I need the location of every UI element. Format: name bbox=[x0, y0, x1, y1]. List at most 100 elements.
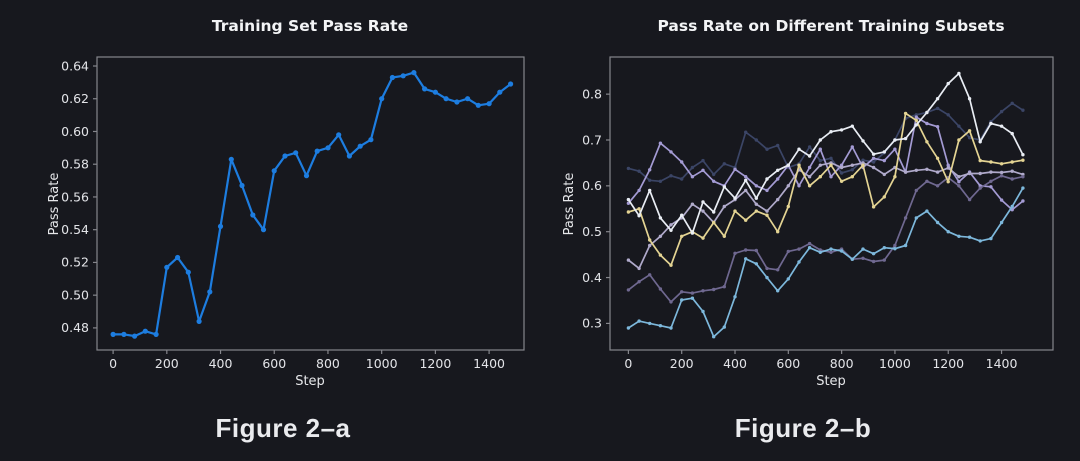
data-point-marker bbox=[669, 174, 673, 178]
y-tick-label: 0.6 bbox=[582, 178, 602, 193]
data-point-marker bbox=[1021, 175, 1025, 179]
data-point-marker bbox=[701, 236, 705, 240]
data-point-marker bbox=[935, 170, 940, 174]
data-point-marker bbox=[829, 247, 833, 251]
series-line bbox=[627, 72, 1024, 234]
data-point-marker bbox=[722, 325, 726, 329]
data-point-marker bbox=[797, 147, 801, 151]
data-point-marker bbox=[722, 162, 726, 166]
y-tick-label: 0.56 bbox=[61, 189, 89, 204]
data-point-marker bbox=[658, 141, 663, 145]
data-point-marker bbox=[379, 96, 385, 102]
figure-2b-caption: Figure 2–b bbox=[735, 413, 871, 443]
data-point-marker bbox=[626, 166, 631, 171]
data-point-marker bbox=[303, 173, 310, 179]
data-point-marker bbox=[626, 326, 631, 330]
data-point-marker bbox=[818, 175, 822, 179]
data-point-marker bbox=[999, 198, 1004, 202]
data-point-marker bbox=[648, 168, 652, 172]
data-point-marker bbox=[776, 197, 780, 202]
x-tick-label: 200 bbox=[670, 356, 694, 371]
data-point-marker bbox=[228, 156, 234, 162]
figure-2a-caption: Figure 2–a bbox=[215, 413, 350, 443]
data-point-marker bbox=[935, 156, 940, 160]
data-point-marker bbox=[935, 220, 940, 225]
data-point-marker bbox=[957, 184, 961, 188]
y-tick-label: 0.7 bbox=[582, 132, 602, 147]
data-point-marker bbox=[967, 197, 972, 202]
data-point-marker bbox=[411, 70, 417, 76]
data-point-marker bbox=[786, 184, 790, 188]
data-point-marker bbox=[914, 188, 918, 193]
data-point-marker bbox=[935, 106, 940, 111]
data-point-marker bbox=[999, 174, 1004, 178]
data-point-marker bbox=[1021, 158, 1025, 162]
figure-2a-title: Training Set Pass Rate bbox=[212, 17, 408, 35]
y-tick-label: 0.64 bbox=[61, 58, 89, 73]
data-point-marker bbox=[1010, 204, 1014, 209]
data-point-marker bbox=[999, 109, 1004, 114]
data-point-marker bbox=[807, 154, 812, 158]
y-tick-label: 0.48 bbox=[61, 320, 89, 335]
series-line bbox=[627, 187, 1024, 338]
data-point-marker bbox=[914, 118, 918, 123]
y-tick-label: 0.62 bbox=[61, 91, 89, 106]
data-point-marker bbox=[999, 170, 1004, 175]
data-point-marker bbox=[669, 223, 673, 227]
data-point-marker bbox=[733, 196, 737, 200]
data-point-marker bbox=[935, 125, 940, 129]
data-point-marker bbox=[818, 147, 822, 151]
data-point-marker bbox=[175, 254, 181, 261]
data-point-marker bbox=[903, 111, 908, 116]
data-point-marker bbox=[765, 213, 769, 217]
data-point-marker bbox=[722, 234, 726, 238]
data-point-marker bbox=[850, 257, 854, 261]
data-point-marker bbox=[850, 168, 854, 172]
data-point-marker bbox=[648, 178, 652, 182]
data-point-marker bbox=[744, 257, 748, 261]
figure-2a-plot: 0 200 400 600 800 1000 1200 1400 0.48 0.50 0.52 0.5… bbox=[61, 56, 525, 371]
data-point-marker bbox=[765, 266, 769, 271]
data-point-marker bbox=[797, 247, 801, 251]
data-point-marker bbox=[497, 89, 503, 95]
data-point-marker bbox=[925, 110, 929, 115]
data-point-marker bbox=[465, 96, 471, 102]
data-point-marker bbox=[239, 182, 245, 189]
data-point-marker bbox=[658, 234, 663, 238]
data-point-marker bbox=[850, 175, 854, 179]
data-point-marker bbox=[946, 113, 950, 117]
data-point-marker bbox=[368, 137, 374, 143]
data-point-marker bbox=[882, 258, 886, 262]
data-point-marker bbox=[669, 300, 673, 304]
data-point-marker bbox=[871, 205, 876, 209]
data-point-marker bbox=[861, 139, 865, 143]
x-tick-label: 0 bbox=[109, 356, 117, 371]
data-point-marker bbox=[744, 248, 748, 252]
figure-2b-plot: 0 200 400 600 800 1000 1200 1400 0.3 0.4 0.5 0.6 0.7… bbox=[582, 56, 1054, 371]
data-point-marker bbox=[871, 156, 876, 160]
data-point-marker bbox=[260, 227, 267, 233]
data-point-marker bbox=[658, 324, 663, 328]
x-tick-label: 1200 bbox=[419, 356, 451, 371]
data-point-marker bbox=[336, 132, 342, 138]
data-point-marker bbox=[989, 185, 993, 189]
data-point-marker bbox=[903, 136, 908, 141]
data-point-marker bbox=[914, 168, 918, 172]
series-line bbox=[112, 71, 512, 338]
data-point-marker bbox=[722, 204, 726, 209]
data-point-marker bbox=[744, 218, 748, 222]
data-point-marker bbox=[914, 216, 918, 220]
data-point-marker bbox=[754, 209, 758, 213]
data-point-marker bbox=[690, 291, 695, 295]
data-point-marker bbox=[957, 180, 961, 184]
data-point-marker bbox=[648, 273, 652, 277]
data-point-marker bbox=[626, 197, 631, 202]
y-tick-label: 0.5 bbox=[582, 224, 602, 239]
data-point-marker bbox=[999, 220, 1004, 225]
data-point-marker bbox=[989, 170, 993, 174]
data-point-marker bbox=[648, 321, 652, 326]
data-point-marker bbox=[850, 124, 854, 128]
x-tick-label: 1000 bbox=[366, 356, 398, 371]
